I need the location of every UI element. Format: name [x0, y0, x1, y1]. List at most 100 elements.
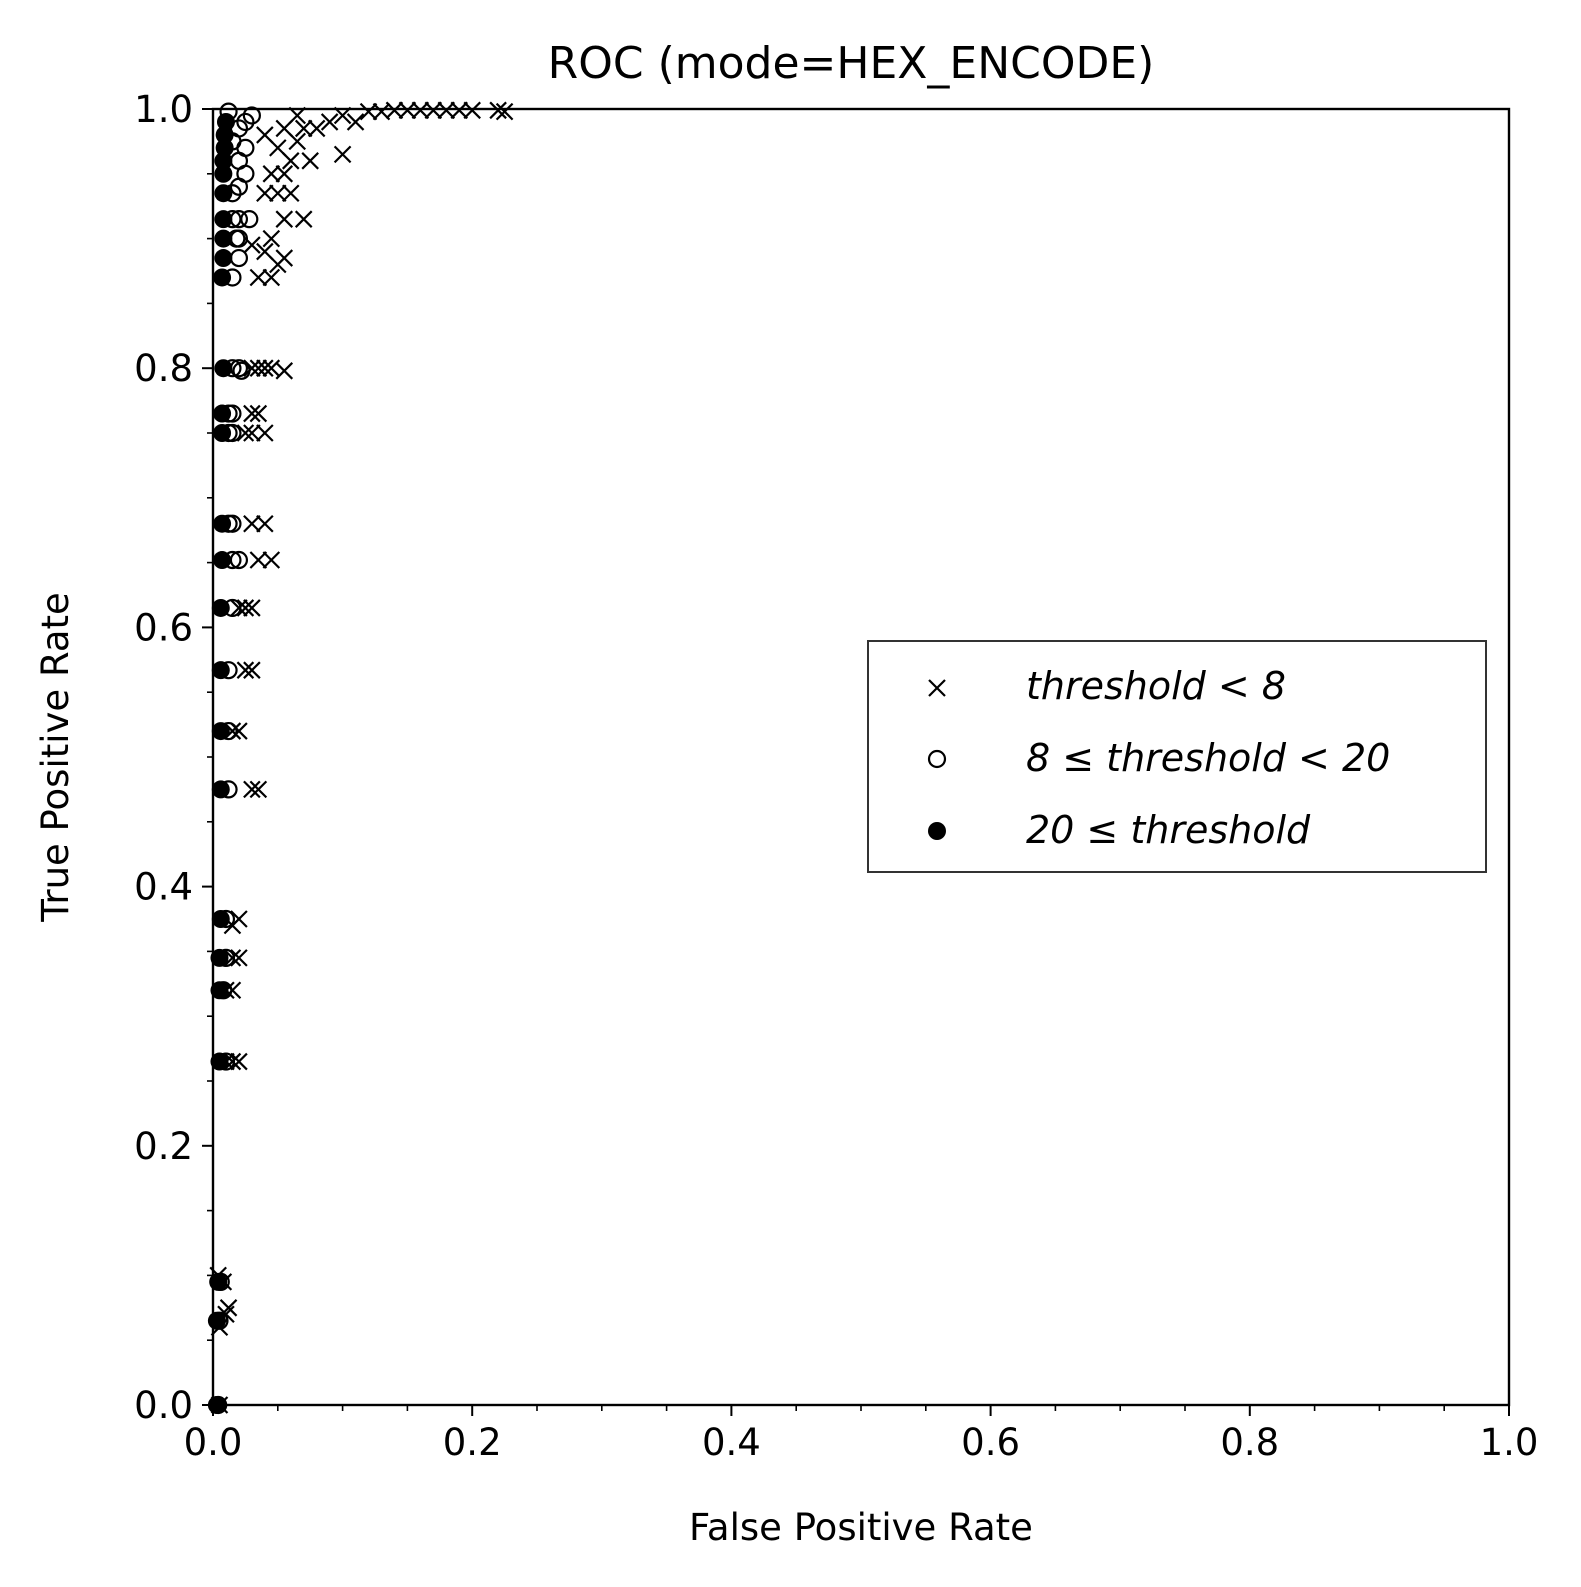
x-tick-label: 1.0	[1480, 1421, 1539, 1464]
x-marker-point	[249, 551, 268, 569]
x-marker-point	[411, 101, 430, 120]
x-marker-point	[230, 1052, 248, 1071]
x-marker-point	[236, 599, 255, 617]
y-tick-label: 0.6	[134, 606, 193, 649]
x-marker-point	[249, 780, 268, 799]
x-marker-point	[294, 119, 313, 138]
filled-circle-point	[214, 359, 233, 378]
x-marker-point	[333, 145, 352, 164]
open-circle-point	[242, 106, 261, 125]
x-marker-point	[275, 165, 294, 183]
legend-label-series-2: 8 ≤ threshold < 20	[1026, 736, 1390, 780]
x-marker-point	[269, 184, 287, 203]
x-tick-label: 0.8	[1220, 1421, 1279, 1464]
y-tick-label: 0.4	[134, 866, 193, 909]
x-marker-point	[424, 101, 443, 120]
x-tick-label: 0.6	[961, 1421, 1020, 1464]
x-marker-point	[359, 102, 378, 121]
filled-circle-point	[213, 268, 232, 287]
open-circle-point	[236, 112, 255, 132]
legend-label-series-3: 20 ≤ threshold	[1026, 808, 1311, 852]
open-circle-point	[232, 361, 251, 380]
x-marker-point	[243, 514, 261, 533]
x-marker-point	[262, 165, 281, 183]
legend-box	[867, 640, 1487, 873]
x-marker-point	[243, 661, 261, 679]
legend-marker-x	[928, 679, 946, 697]
x-marker-point	[398, 101, 417, 120]
filled-circle-point	[215, 125, 234, 144]
x-marker-point	[230, 949, 248, 967]
x-tick-label: 0.2	[443, 1421, 502, 1464]
x-marker-point	[262, 229, 281, 248]
filled-circle-point	[207, 1311, 226, 1330]
filled-circle-point	[214, 210, 233, 229]
x-axis-label: False Positive Rate	[689, 1506, 1033, 1549]
filled-circle-point	[210, 981, 229, 1000]
filled-circle-point	[213, 551, 232, 570]
x-marker-point	[262, 268, 281, 287]
x-marker-point	[320, 113, 339, 131]
x-marker-point	[256, 126, 274, 144]
chart-title: ROC (mode=HEX_ENCODE)	[548, 38, 1155, 89]
filled-circle-point	[211, 598, 230, 617]
x-marker-point	[243, 404, 261, 423]
filled-circle-point	[213, 514, 232, 533]
x-marker-point	[256, 359, 274, 377]
filled-circle-point	[213, 424, 232, 442]
x-marker-point	[249, 404, 268, 423]
x-marker-point	[256, 424, 274, 442]
x-tick-label: 0.4	[702, 1421, 761, 1464]
y-tick-label: 0.8	[134, 347, 193, 390]
filled-circle-point	[213, 404, 232, 423]
x-marker-point	[294, 210, 313, 228]
x-marker-point	[256, 514, 274, 533]
filled-circle-point	[214, 164, 233, 183]
x-marker-point	[223, 949, 242, 967]
y-tick-label: 0.0	[134, 1384, 193, 1427]
filled-circle-point	[211, 780, 230, 799]
x-marker-point	[307, 119, 326, 138]
x-marker-point	[450, 101, 469, 120]
y-axis-label: True Positive Rate	[34, 592, 77, 923]
x-tick-label: 0.0	[184, 1421, 243, 1464]
x-marker-point	[223, 1052, 242, 1071]
x-marker-point	[281, 184, 300, 203]
data-points	[207, 101, 514, 1415]
filled-circle-point	[214, 151, 233, 170]
filled-circle-point	[210, 1052, 229, 1071]
x-marker-point	[489, 101, 507, 120]
x-marker-point	[275, 210, 294, 228]
filled-circle-point	[211, 910, 230, 928]
y-tick-label: 1.0	[134, 88, 193, 131]
x-marker-point	[243, 359, 261, 377]
x-marker-point	[275, 249, 294, 267]
x-marker-point	[495, 102, 514, 121]
x-marker-point	[243, 599, 261, 617]
x-marker-point	[243, 780, 261, 799]
x-marker-point	[463, 101, 481, 120]
x-marker-point	[437, 101, 456, 120]
x-marker-point	[236, 424, 255, 442]
x-marker-point	[249, 359, 268, 377]
filled-circle-point	[214, 184, 233, 203]
x-marker-point	[236, 661, 255, 679]
filled-circle-point	[211, 661, 230, 680]
x-marker-point	[256, 184, 274, 203]
filled-circle-point	[214, 249, 233, 268]
x-marker-point	[249, 268, 268, 287]
x-marker-point	[301, 152, 319, 170]
x-marker-point	[243, 424, 261, 442]
x-marker-point	[230, 599, 248, 617]
x-marker-point	[346, 113, 365, 131]
legend-label-series-1: threshold < 8	[1026, 664, 1286, 708]
y-axis-ticks: 0.0 0.2 0.4 0.6 0.8 1.0	[134, 88, 213, 1427]
legend: threshold < 8 8 ≤ threshold < 20 20 ≤ th…	[867, 640, 1487, 873]
y-tick-label: 0.2	[134, 1125, 193, 1168]
legend-marker-open-circle	[927, 749, 947, 769]
filled-circle-point	[215, 138, 234, 157]
filled-circle-point	[211, 722, 230, 741]
x-marker-point	[256, 242, 274, 261]
x-marker-point	[262, 551, 281, 569]
